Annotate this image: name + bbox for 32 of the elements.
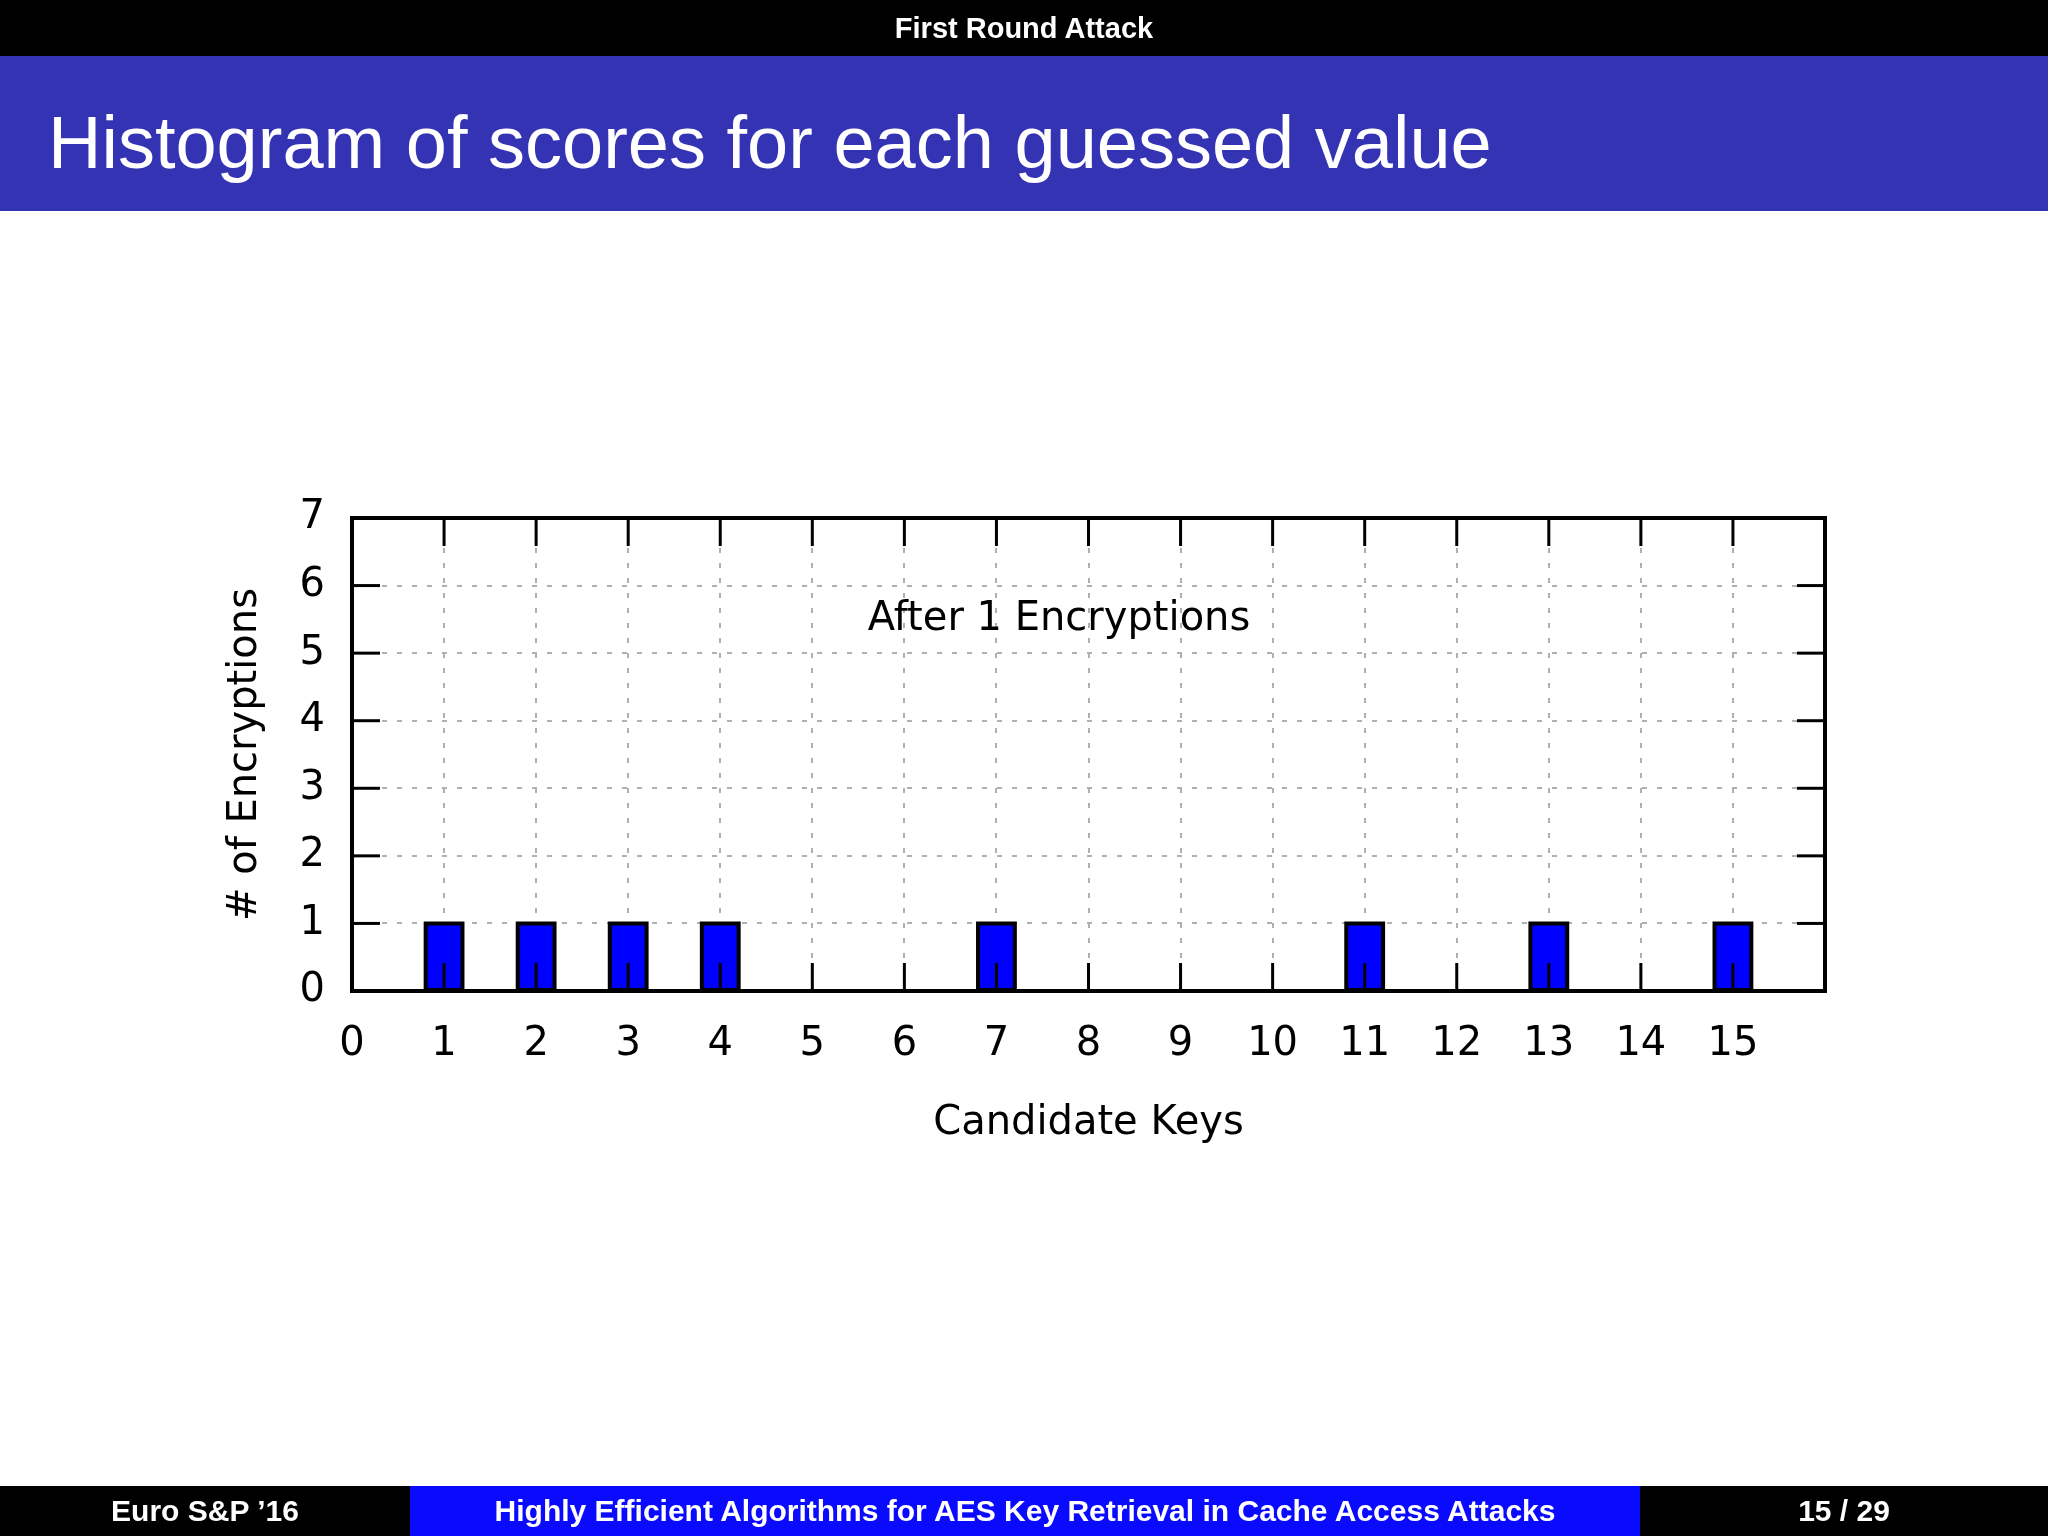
y-tick-label: 5 xyxy=(299,626,325,673)
x-tick-label: 2 xyxy=(523,1018,549,1065)
x-axis-title: Candidate Keys xyxy=(933,1097,1244,1144)
y-tick-label: 1 xyxy=(299,896,325,943)
y-tick-label: 3 xyxy=(299,761,325,808)
annotation: After 1 Encryptions xyxy=(867,593,1251,640)
x-tick-label: 6 xyxy=(891,1018,918,1065)
chart-subtitle: First Round Attack xyxy=(0,0,2048,56)
x-tick-label: 3 xyxy=(615,1018,641,1065)
y-tick-label: 7 xyxy=(299,491,325,538)
text: 15 / 29 xyxy=(1640,1486,2048,1536)
x-tick-label: 12 xyxy=(1431,1018,1483,1065)
x-tick-label: 10 xyxy=(1247,1018,1299,1065)
y-tick-label: 0 xyxy=(299,964,325,1011)
x-tick-label: 9 xyxy=(1167,1018,1194,1065)
x-tick-label: 5 xyxy=(799,1018,826,1065)
y-tick-label: 2 xyxy=(299,829,325,876)
x-tick-label: 13 xyxy=(1523,1018,1575,1065)
y-tick-label: 6 xyxy=(299,558,325,605)
x-tick-label: 11 xyxy=(1339,1018,1391,1065)
chart-title: Histogram of scores for each guessed value xyxy=(48,101,1492,184)
text: Euro S&P ’16 xyxy=(0,1486,410,1536)
text: Highly Efficient Algorithms for AES Key Retrieval in Cache Access Attacks xyxy=(410,1486,1640,1536)
x-tick-label: 15 xyxy=(1707,1018,1759,1065)
x-tick-label: 7 xyxy=(983,1018,1010,1065)
x-tick-label: 4 xyxy=(707,1018,733,1065)
x-tick-label: 8 xyxy=(1075,1018,1102,1065)
x-tick-label: 0 xyxy=(339,1018,365,1065)
x-tick-label: 1 xyxy=(431,1018,457,1065)
y-axis-title: # of Encryptions xyxy=(219,587,266,922)
x-tick-label: 14 xyxy=(1615,1018,1667,1065)
y-tick-label: 4 xyxy=(299,694,325,741)
